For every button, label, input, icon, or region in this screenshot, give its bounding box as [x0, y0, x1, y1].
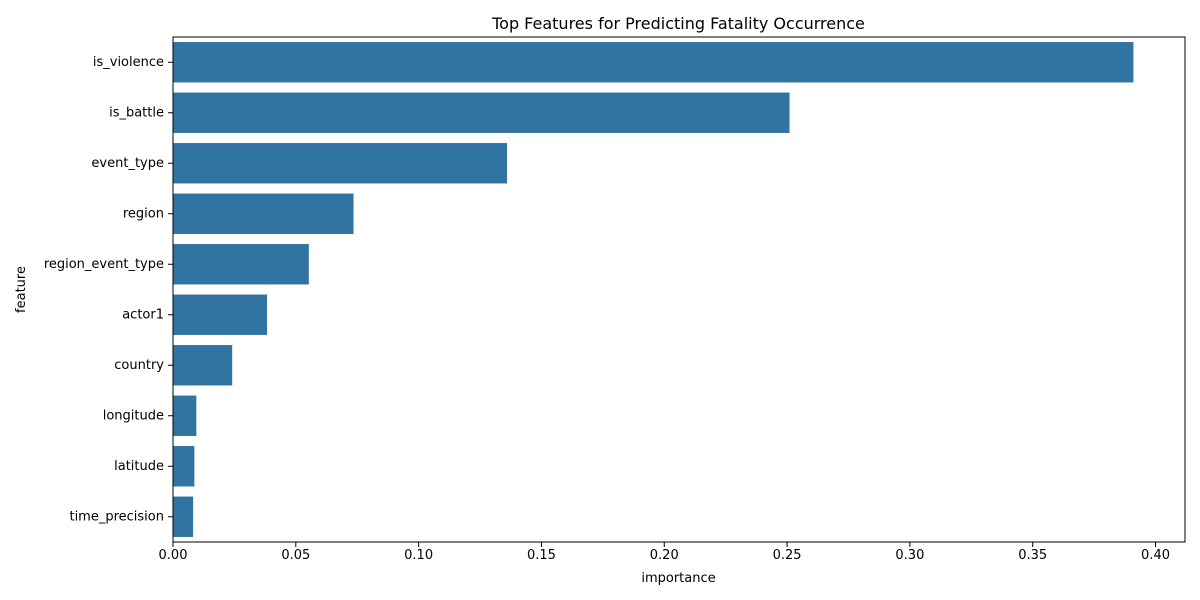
chart-title: Top Features for Predicting Fatality Occ… [491, 14, 865, 33]
y-tick-label: is_battle [109, 105, 164, 120]
x-axis-label: importance [641, 571, 715, 586]
bar-region-event-type [173, 244, 309, 285]
x-tick-label: 0.35 [1018, 548, 1047, 563]
x-tick-label: 0.30 [895, 548, 924, 563]
bar-longitude [173, 395, 197, 436]
y-tick-label: region_event_type [44, 257, 164, 272]
x-tick-label: 0.00 [159, 548, 188, 563]
x-tick-label: 0.25 [773, 548, 802, 563]
y-tick-label: is_violence [93, 55, 164, 70]
bar-latitude [173, 446, 195, 487]
bar-is-battle [173, 92, 790, 133]
bar-region [173, 193, 354, 234]
bar-time-precision [173, 496, 194, 537]
y-tick-label: time_precision [69, 509, 164, 524]
plot-frame [172, 36, 1186, 543]
bar-actor1 [173, 294, 268, 335]
x-tick-label: 0.10 [404, 548, 433, 563]
y-axis-label: feature [14, 266, 29, 313]
bar-event-type [173, 143, 508, 184]
y-tick-label: latitude [114, 459, 164, 474]
x-tick-label: 0.20 [650, 548, 679, 563]
bar-is-violence [173, 42, 1134, 83]
x-tick-label: 0.15 [527, 548, 556, 563]
y-tick-label: actor1 [122, 307, 164, 322]
bars-group [173, 42, 1134, 537]
x-tick-label: 0.40 [1141, 548, 1170, 563]
x-axis-ticks: 0.00 0.05 0.10 0.15 0.20 0.25 0.30 0.35 0.40 [159, 542, 1170, 563]
y-tick-label: longitude [103, 408, 164, 423]
y-tick-label: event_type [91, 156, 164, 171]
x-tick-label: 0.05 [281, 548, 310, 563]
y-tick-label: country [114, 358, 164, 373]
bar-country [173, 345, 233, 386]
y-tick-label: region [123, 206, 164, 221]
